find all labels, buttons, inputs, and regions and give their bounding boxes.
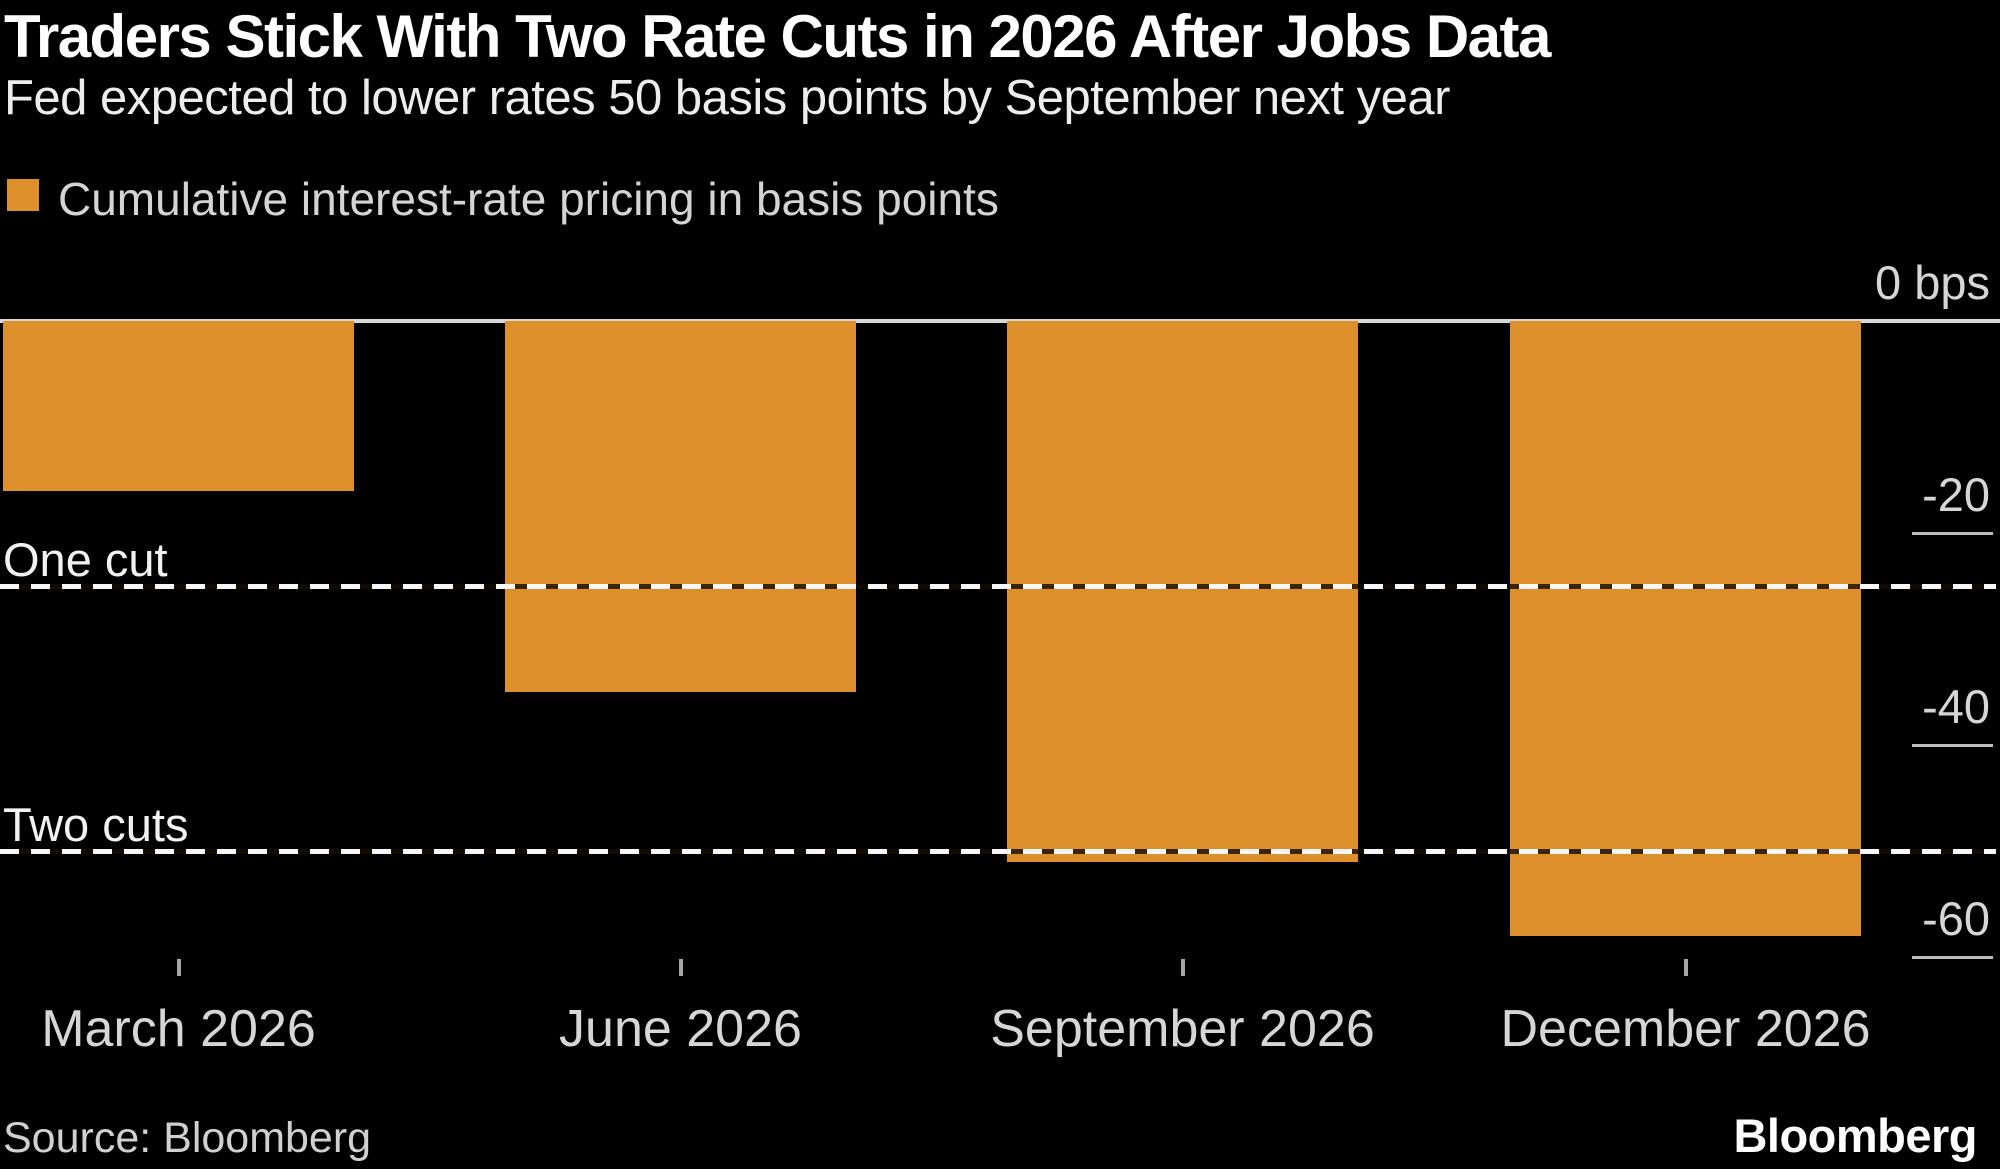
- source-label: Source: Bloomberg: [3, 1114, 372, 1162]
- chart-subtitle: Fed expected to lower rates 50 basis poi…: [4, 71, 1450, 125]
- x-tick-june-2026: [678, 959, 683, 976]
- x-label-june-2026: June 2026: [559, 1000, 802, 1058]
- reference-line-two-cuts: [0, 848, 1996, 854]
- reference-line-one-cut: [0, 583, 1996, 589]
- bar-june-2026: [505, 321, 856, 692]
- x-label-september-2026: September 2026: [990, 1000, 1375, 1058]
- y-tick-label--60: -60: [1922, 892, 1990, 945]
- zero-axis-line: [0, 318, 2000, 323]
- y-tick-60: [1912, 955, 1993, 959]
- x-tick-march-2026: [176, 959, 181, 976]
- reference-label-one-cut: One cut: [3, 533, 168, 586]
- reference-label-two-cuts: Two cuts: [3, 798, 189, 851]
- y-tick-20: [1912, 531, 1993, 535]
- legend-label: Cumulative interest-rate pricing in basi…: [58, 173, 999, 225]
- x-tick-september-2026: [1180, 959, 1185, 976]
- y-tick-label-0-bps: 0 bps: [1875, 256, 1990, 309]
- x-label-december-2026: December 2026: [1500, 1000, 1871, 1058]
- bloomberg-logo: Bloomberg: [1733, 1109, 1977, 1162]
- x-label-march-2026: March 2026: [41, 1000, 316, 1058]
- bar-december-2026: [1510, 321, 1861, 936]
- chart-title: Traders Stick With Two Rate Cuts in 2026…: [4, 3, 1551, 70]
- x-tick-december-2026: [1683, 959, 1688, 976]
- legend-swatch-icon: [7, 179, 39, 211]
- y-tick-label--40: -40: [1922, 680, 1990, 733]
- y-tick-label--20: -20: [1922, 468, 1990, 521]
- y-tick-40: [1912, 743, 1993, 747]
- bar-september-2026: [1007, 321, 1358, 862]
- bar-march-2026: [3, 321, 354, 491]
